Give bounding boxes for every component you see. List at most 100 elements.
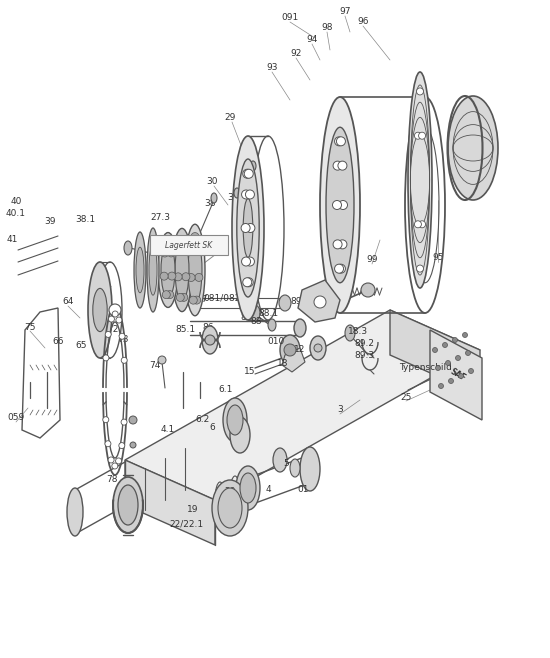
Text: 6: 6	[209, 422, 215, 432]
Circle shape	[195, 274, 203, 282]
Circle shape	[121, 357, 127, 363]
Text: 01: 01	[297, 486, 309, 495]
Text: 20: 20	[224, 488, 236, 497]
Circle shape	[414, 132, 421, 139]
Text: 3: 3	[337, 405, 343, 415]
Circle shape	[109, 304, 121, 316]
Ellipse shape	[185, 224, 205, 316]
Polygon shape	[430, 330, 482, 420]
Polygon shape	[282, 348, 305, 372]
Ellipse shape	[232, 136, 264, 320]
Circle shape	[168, 272, 176, 280]
Text: 38: 38	[204, 199, 216, 207]
Text: 4: 4	[265, 486, 271, 495]
Ellipse shape	[240, 473, 256, 503]
Text: 27.2: 27.2	[176, 276, 196, 284]
Text: 86: 86	[202, 322, 214, 332]
Circle shape	[432, 347, 437, 353]
Circle shape	[129, 416, 137, 424]
Circle shape	[455, 355, 460, 361]
Circle shape	[314, 296, 326, 308]
Circle shape	[333, 201, 342, 209]
Text: 6.1: 6.1	[219, 386, 233, 395]
Circle shape	[103, 417, 109, 422]
Ellipse shape	[223, 398, 247, 442]
Ellipse shape	[273, 448, 287, 472]
Circle shape	[244, 278, 253, 287]
Text: 90: 90	[332, 288, 344, 297]
Circle shape	[419, 132, 426, 139]
Text: 40.1: 40.1	[6, 209, 26, 218]
Text: 6.2: 6.2	[195, 415, 209, 424]
Circle shape	[108, 316, 114, 322]
Circle shape	[105, 441, 111, 447]
Circle shape	[453, 338, 458, 343]
Text: 76: 76	[132, 509, 144, 519]
Circle shape	[414, 221, 421, 228]
Circle shape	[112, 311, 118, 317]
Circle shape	[119, 443, 125, 449]
Circle shape	[174, 273, 182, 281]
Text: 89.1: 89.1	[290, 297, 310, 307]
Circle shape	[116, 317, 122, 323]
Circle shape	[284, 344, 296, 356]
Ellipse shape	[67, 488, 83, 536]
Ellipse shape	[147, 228, 159, 312]
Circle shape	[178, 236, 186, 243]
Circle shape	[121, 419, 127, 425]
Circle shape	[463, 332, 468, 338]
Text: 38.1: 38.1	[75, 216, 95, 224]
Circle shape	[337, 137, 345, 146]
Circle shape	[446, 361, 450, 365]
Circle shape	[108, 457, 114, 463]
Text: 40: 40	[10, 197, 21, 207]
Ellipse shape	[326, 127, 354, 283]
Ellipse shape	[448, 96, 498, 200]
Polygon shape	[125, 310, 480, 500]
Polygon shape	[125, 460, 215, 545]
Circle shape	[243, 278, 252, 287]
Ellipse shape	[88, 262, 112, 358]
Circle shape	[337, 264, 345, 273]
Circle shape	[241, 190, 251, 199]
Ellipse shape	[118, 485, 138, 525]
Text: 091: 091	[282, 14, 299, 22]
Circle shape	[158, 356, 166, 364]
Ellipse shape	[236, 466, 260, 510]
Circle shape	[162, 291, 170, 299]
Circle shape	[436, 365, 441, 370]
Circle shape	[465, 351, 470, 355]
Ellipse shape	[290, 459, 300, 477]
Ellipse shape	[279, 295, 291, 311]
Circle shape	[241, 224, 250, 232]
Circle shape	[112, 463, 118, 469]
Ellipse shape	[212, 480, 248, 536]
Text: 97: 97	[339, 7, 351, 16]
Ellipse shape	[250, 161, 256, 171]
Text: 65: 65	[75, 340, 87, 349]
Ellipse shape	[234, 188, 240, 198]
Ellipse shape	[408, 72, 432, 288]
Text: 85.1: 85.1	[175, 326, 195, 334]
Text: 89.3: 89.3	[354, 351, 374, 361]
Ellipse shape	[294, 319, 306, 337]
Text: 19: 19	[187, 505, 199, 515]
Ellipse shape	[310, 336, 326, 360]
Ellipse shape	[202, 326, 218, 354]
Ellipse shape	[227, 405, 243, 435]
Text: 39: 39	[44, 218, 56, 226]
Circle shape	[188, 245, 196, 253]
Text: 99: 99	[366, 255, 378, 265]
Text: 72: 72	[107, 326, 119, 334]
Circle shape	[160, 272, 168, 280]
Text: 74: 74	[149, 361, 161, 370]
Circle shape	[105, 332, 111, 338]
Circle shape	[189, 296, 197, 304]
Text: 75: 75	[24, 322, 36, 332]
Circle shape	[182, 272, 190, 281]
Circle shape	[192, 296, 201, 304]
Circle shape	[191, 232, 199, 241]
Ellipse shape	[113, 477, 143, 533]
Text: 18: 18	[277, 359, 289, 368]
Ellipse shape	[243, 199, 253, 257]
